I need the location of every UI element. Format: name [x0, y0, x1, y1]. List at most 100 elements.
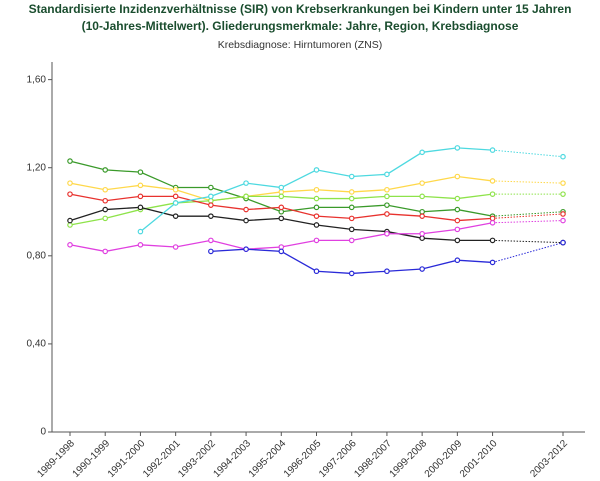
data-point	[489, 147, 496, 153]
gap-connector	[492, 242, 564, 263]
data-point	[384, 211, 390, 217]
data-point	[348, 237, 355, 244]
data-point	[384, 193, 390, 200]
gap-connector	[492, 149, 564, 158]
data-point	[243, 217, 249, 224]
data-point	[67, 180, 73, 186]
data-point	[384, 230, 390, 237]
data-point	[313, 186, 320, 193]
data-point	[313, 222, 320, 228]
data-point	[489, 191, 496, 197]
x-tick-label: 2001-2010	[458, 438, 500, 480]
data-point	[313, 237, 320, 244]
data-point	[419, 235, 425, 241]
data-point	[419, 213, 425, 219]
data-point	[67, 191, 73, 197]
gap-connector	[492, 180, 564, 184]
data-point	[454, 195, 461, 202]
data-point	[454, 217, 461, 224]
data-point	[172, 244, 179, 250]
data-point	[278, 193, 285, 200]
data-point	[384, 171, 390, 178]
data-point	[208, 202, 214, 208]
data-point	[560, 211, 566, 217]
data-point	[102, 167, 109, 173]
data-point	[384, 202, 390, 208]
data-point	[243, 246, 249, 253]
data-point	[348, 204, 355, 211]
data-point	[172, 213, 179, 219]
data-point	[208, 237, 214, 244]
data-point	[172, 200, 179, 206]
data-point	[67, 241, 73, 248]
data-point	[419, 230, 425, 237]
data-point	[454, 145, 461, 151]
data-point	[384, 268, 390, 275]
data-point	[278, 208, 285, 215]
data-point	[419, 266, 425, 272]
data-point	[102, 248, 109, 255]
data-point	[243, 180, 249, 186]
data-point	[348, 173, 355, 180]
gap-connector	[492, 239, 564, 244]
data-point	[313, 213, 320, 219]
data-point	[348, 215, 355, 222]
data-point	[137, 193, 144, 200]
y-tick-label: 0,80	[27, 250, 47, 261]
data-point	[137, 241, 144, 248]
chart-title: (10-Jahres-Mittelwert). Gliederungsmerkm…	[82, 19, 519, 33]
y-tick-label: 1,60	[27, 74, 47, 85]
gap-connector	[492, 213, 564, 219]
data-point	[419, 208, 425, 215]
data-point	[348, 195, 355, 202]
data-point	[172, 193, 179, 200]
chart-subtitle: Krebsdiagnose: Hirntumoren (ZNS)	[218, 39, 383, 51]
data-point	[278, 204, 285, 211]
data-point	[419, 193, 425, 200]
y-tick-label: 1,20	[27, 162, 47, 173]
x-tick-label: 2003-2012	[528, 438, 570, 480]
data-point	[208, 213, 214, 219]
data-point	[454, 237, 461, 244]
data-point	[102, 186, 109, 193]
data-point	[489, 259, 496, 266]
data-point	[384, 186, 390, 193]
gap-connector	[492, 220, 564, 224]
data-point	[278, 244, 285, 250]
data-point	[560, 217, 566, 224]
data-point	[348, 226, 355, 233]
data-point	[102, 206, 109, 213]
data-point	[102, 215, 109, 222]
chart-title: Standardisierte Inzidenzverhältnisse (SI…	[29, 2, 572, 16]
data-point	[137, 169, 144, 175]
data-point	[313, 167, 320, 173]
data-point	[208, 193, 214, 200]
data-point	[489, 237, 496, 244]
data-point	[67, 158, 73, 164]
data-point	[560, 153, 566, 160]
data-point	[243, 206, 249, 213]
data-point	[278, 184, 285, 191]
data-point	[419, 149, 425, 156]
data-point	[313, 204, 320, 211]
data-point	[137, 204, 144, 211]
data-point	[278, 248, 285, 255]
data-point	[208, 197, 214, 204]
data-point	[172, 186, 179, 193]
y-tick-label: 0,40	[27, 339, 47, 350]
data-point	[208, 248, 214, 255]
data-point	[348, 270, 355, 277]
data-point	[313, 195, 320, 202]
data-point	[278, 189, 285, 195]
data-point	[560, 191, 566, 197]
data-point	[489, 215, 496, 222]
data-point	[489, 178, 496, 184]
data-point	[137, 228, 144, 235]
data-point	[243, 193, 249, 200]
data-point	[348, 189, 355, 195]
data-point	[454, 226, 461, 233]
data-point	[454, 206, 461, 213]
gap-connector	[492, 211, 564, 217]
data-point	[67, 217, 73, 224]
